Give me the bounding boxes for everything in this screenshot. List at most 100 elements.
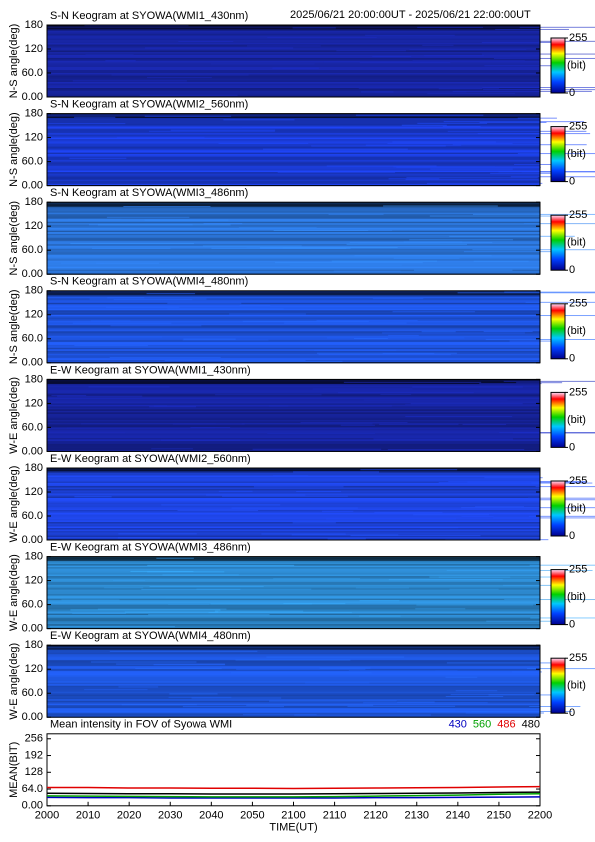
- heatmap-row: [47, 676, 540, 679]
- colorbar: [550, 126, 566, 183]
- y-tick-label: 60.0: [22, 421, 43, 433]
- heatmap-streak: [67, 218, 122, 220]
- heatmap-streak: [300, 422, 408, 424]
- heatmap-streak: [490, 172, 561, 174]
- heatmap-streak: [484, 477, 543, 479]
- heatmap-streak: [88, 224, 193, 226]
- heatmap-row: [47, 226, 540, 229]
- x-tick-label: 2100: [281, 810, 305, 822]
- heatmap-streak: [374, 511, 443, 513]
- heatmap-row: [47, 651, 540, 654]
- heatmap-streak: [449, 588, 499, 590]
- heatmap-streak: [379, 423, 459, 425]
- heatmap-streak: [419, 527, 459, 529]
- heatmap-row: [47, 442, 540, 445]
- heatmap-streak: [85, 54, 134, 56]
- colorbar-label: (bit): [567, 680, 586, 692]
- heatmap-row: [47, 242, 540, 245]
- heatmap-streak: [326, 337, 465, 339]
- heatmap-row: [47, 271, 540, 274]
- heatmap-row: [47, 433, 540, 436]
- heatmap-streak: [231, 507, 358, 509]
- heatmap-streak: [305, 682, 370, 684]
- heatmap-row: [47, 516, 540, 518]
- heatmap-streak: [435, 670, 538, 672]
- y-tick-label: 0.00: [22, 711, 43, 723]
- y-tick-label: 0.00: [22, 91, 43, 103]
- heatmap-row: [47, 251, 540, 254]
- y-tick-label: 60.0: [22, 244, 43, 256]
- heatmap-row: [47, 469, 540, 472]
- heatmap-row: [47, 269, 540, 272]
- heatmap-streak: [146, 293, 196, 295]
- heatmap-streak: [445, 676, 478, 678]
- y-tick-label: 60.0: [22, 156, 43, 168]
- heatmap-streak: [161, 504, 281, 506]
- heatmap-streak: [358, 87, 499, 89]
- x-tick-label: 2120: [363, 810, 387, 822]
- heatmap-streak: [482, 87, 595, 89]
- heatmap-streak: [393, 166, 496, 168]
- heatmap-row: [47, 140, 540, 143]
- heatmap-row: [47, 223, 540, 226]
- heatmap-streak: [314, 349, 397, 351]
- heatmap-row: [47, 211, 540, 214]
- heatmap-row: [47, 401, 540, 404]
- heatmap-row: [47, 49, 540, 51]
- heatmap-row: [47, 245, 540, 248]
- heatmap-streak: [488, 694, 563, 696]
- heatmap-streak: [144, 115, 232, 117]
- heatmap-streak: [118, 533, 197, 535]
- heatmap-streak: [164, 359, 306, 361]
- heatmap-streak: [350, 535, 481, 537]
- heatmap-row: [47, 217, 540, 220]
- heatmap-row: [47, 403, 540, 406]
- colorbar-tick-label: 255: [569, 209, 587, 221]
- y-tick-label: 0.00: [22, 268, 43, 280]
- colorbar-tick-label: 0: [569, 264, 575, 276]
- heatmap-row: [47, 52, 540, 54]
- heatmap-streak: [105, 60, 136, 62]
- heatmap-streak: [96, 262, 159, 264]
- heatmap-row: [47, 708, 540, 711]
- heatmap-row: [47, 684, 540, 687]
- heatmap-streak: [448, 481, 588, 483]
- heatmap-streak: [415, 608, 466, 610]
- heatmap-streak: [387, 142, 513, 144]
- heatmap-row: [47, 170, 540, 173]
- colorbar-tick-label: 255: [569, 32, 587, 44]
- heatmap-streak: [312, 388, 413, 390]
- colorbar-tick-label: 255: [569, 564, 587, 576]
- heatmap-streak: [475, 506, 524, 508]
- heatmap-row: [47, 607, 540, 610]
- heatmap-streak: [177, 509, 259, 511]
- y-tick-label: 120: [25, 486, 43, 498]
- heatmap-row: [47, 483, 540, 485]
- heatmap-streak: [413, 514, 490, 516]
- heatmap-row: [47, 334, 540, 337]
- time-range: 2025/06/21 20:00:00UT - 2025/06/21 22:00…: [290, 9, 531, 21]
- heatmap-row: [47, 565, 540, 568]
- heatmap: [47, 379, 595, 452]
- heatmap-row: [47, 301, 540, 304]
- heatmap-row: [47, 88, 540, 90]
- heatmap-row: [47, 678, 540, 681]
- heatmap-row: [47, 400, 540, 403]
- y-axis-label: W-E angle(deg): [8, 466, 20, 543]
- heatmap-row: [47, 583, 540, 586]
- heatmap-row: [47, 580, 540, 583]
- heatmap-streak: [481, 53, 541, 55]
- heatmap-streak: [325, 518, 456, 520]
- heatmap-row: [47, 151, 540, 154]
- heatmap-row: [47, 298, 540, 301]
- heatmap-row: [47, 666, 540, 669]
- heatmap-row: [47, 410, 540, 413]
- heatmap-streak: [504, 291, 595, 293]
- panel-title: E-W Keogram at SYOWA(WMI2_560nm): [50, 453, 251, 465]
- y-axis-label: N-S angle(deg): [8, 290, 20, 365]
- heatmap-row: [47, 703, 540, 706]
- heatmap-row: [47, 358, 540, 361]
- heatmap-streak: [429, 576, 555, 578]
- colorbar-label: (bit): [567, 591, 586, 603]
